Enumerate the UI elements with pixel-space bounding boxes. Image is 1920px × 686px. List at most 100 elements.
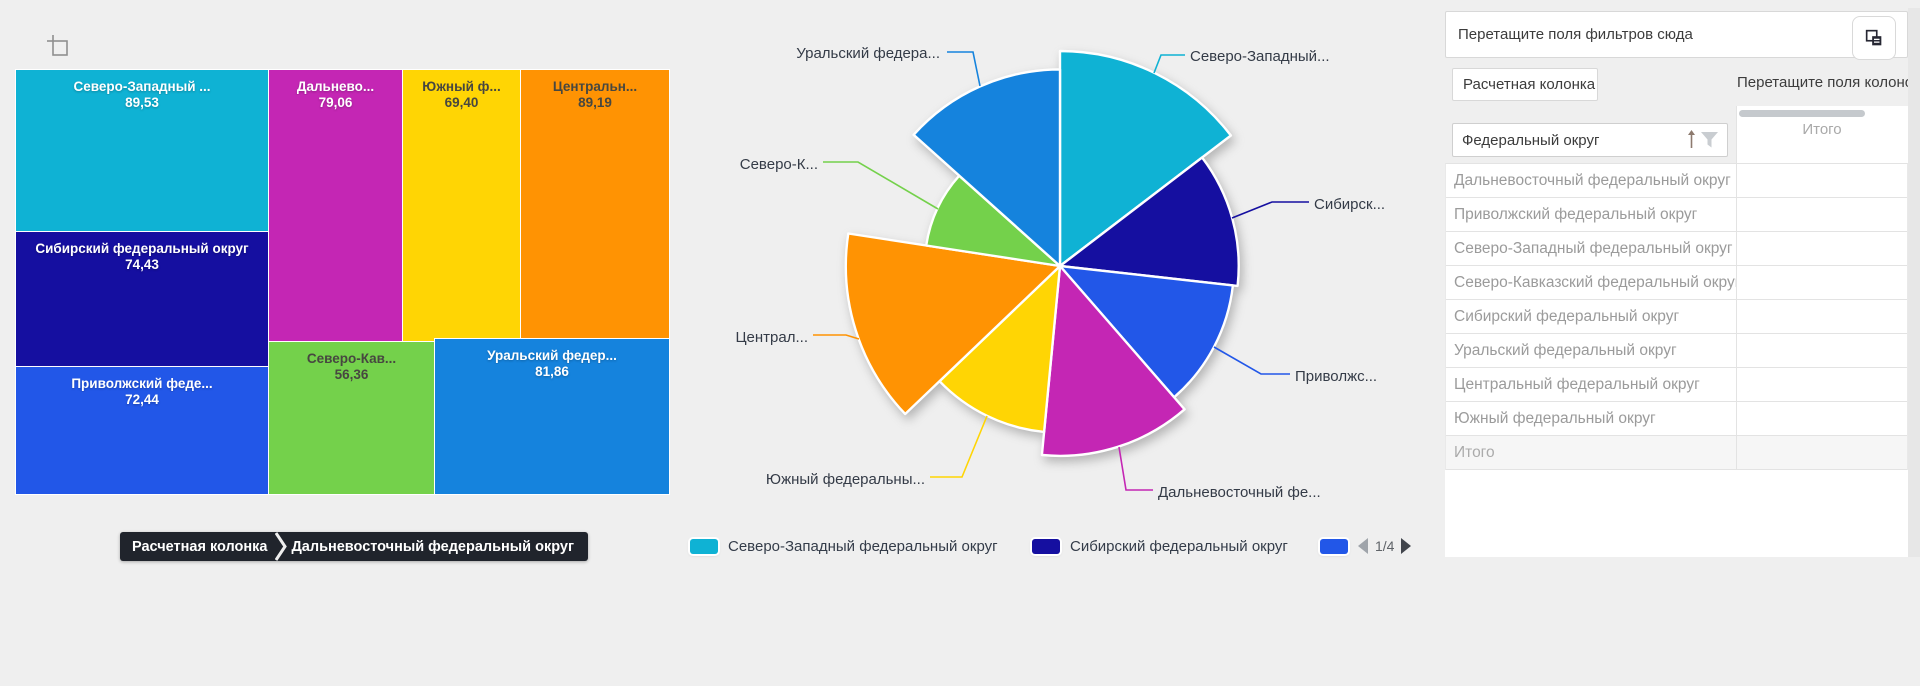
treemap-cell-value: 69,40 [444, 95, 479, 110]
treemap-cell-value: 81,86 [535, 364, 569, 379]
treemap-cell-label: Дальнево... [296, 79, 375, 94]
pivot-row: Северо-Западный федеральный округ [1446, 232, 1907, 266]
pie-slice-priv[interactable] [1058, 264, 1235, 399]
legend-swatch-szap [690, 538, 718, 554]
tooltip-measure: Расчетная колонка [132, 538, 268, 555]
pie-callout-line-ural [947, 51, 981, 87]
pivot-row: Северо-Кавказский федеральный округ [1446, 266, 1907, 300]
legend-prev-icon[interactable] [1358, 538, 1368, 554]
pivot-row-label: Южный федеральный округ [1446, 402, 1737, 435]
copy-icon [1865, 29, 1882, 46]
treemap-cell-value: 56,36 [334, 367, 369, 382]
pie-callout-line-priv [1213, 346, 1290, 375]
pivot-row-label: Северо-Западный федеральный округ [1446, 232, 1737, 265]
pie-slice-centr[interactable] [844, 232, 1062, 416]
pivot-row-total-cell [1737, 266, 1907, 299]
field-label: Федеральный округ [1462, 131, 1600, 149]
copy-button[interactable] [1852, 16, 1896, 60]
legend-page-indicator: 1/4 [1375, 538, 1395, 554]
pie-label-szap: Северо-Западный... [1190, 48, 1330, 65]
treemap-cell-value: 79,06 [318, 95, 353, 110]
treemap-cell-value: 74,43 [125, 257, 159, 272]
legend-label: Сибирский федеральный округ [1070, 537, 1288, 555]
legend-pager: 1/4 [1358, 537, 1412, 555]
pivot-row-label: Уральский федеральный округ [1446, 334, 1737, 367]
treemap-cell-yuzh[interactable]: Южный ф... 69,40 [402, 69, 521, 342]
legend-item-szap[interactable]: Северо-Западный федеральный округ [690, 537, 998, 555]
pivot-row-total-cell [1737, 300, 1907, 333]
row-field-chip-label: Расчетная колонка [1463, 76, 1596, 93]
treemap-cell-value: 72,44 [125, 392, 159, 407]
vertical-scrollbar-track[interactable] [1908, 8, 1920, 557]
pie-label-sib: Сибирск... [1314, 196, 1385, 213]
pie-callout-line-szap [1153, 54, 1185, 74]
pie-callout-line-centr [813, 334, 860, 340]
pivot-row-total-cell [1737, 232, 1907, 265]
pie-label-priv: Приволжс... [1295, 368, 1377, 385]
pie-callout-line-sib [1231, 201, 1309, 219]
legend-swatch-priv [1320, 538, 1348, 554]
legend-item-sib[interactable]: Сибирский федеральный округ [1032, 537, 1288, 555]
pivot-row-label: Приволжский федеральный округ [1446, 198, 1737, 231]
pivot-row-total-cell [1737, 368, 1907, 401]
pivot-row: Южный федеральный округ [1446, 402, 1907, 436]
pie-callout-line-dv [1118, 446, 1153, 491]
pivot-row: Уральский федеральный округ [1446, 334, 1907, 368]
pie-label-ural: Уральский федера... [796, 45, 940, 62]
treemap-cell-centr[interactable]: Центральн... 89,19 [520, 69, 670, 339]
treemap-cell-label: Южный ф... [422, 79, 501, 94]
pie-slice-yuzh[interactable] [938, 264, 1062, 434]
treemap-tooltip: Расчетная колонка Дальневосточный федера… [120, 532, 589, 561]
legend-swatch-sib [1032, 538, 1060, 554]
pivot-row: Приволжский федеральный округ [1446, 198, 1907, 232]
treemap-cell-value: 89,19 [578, 95, 612, 110]
treemap-cell-priv[interactable]: Приволжский феде... 72,44 [15, 366, 269, 495]
pivot-row-label: Дальневосточный федеральный округ [1446, 164, 1737, 197]
treemap-cell-label: Центральн... [552, 79, 638, 94]
treemap-cell-ural[interactable]: Уральский федер... 81,86 [434, 338, 670, 495]
treemap-cell-sib[interactable]: Сибирский федеральный округ 74,43 [15, 231, 269, 367]
chevron-right-icon [275, 532, 288, 561]
legend-next-icon[interactable] [1401, 538, 1412, 554]
crop-icon[interactable] [44, 32, 74, 60]
pivot-row-total-cell [1737, 402, 1907, 435]
pivot-row-label: Итого [1446, 436, 1737, 469]
sort-ascending-icon[interactable] [1686, 129, 1697, 151]
pie-slice-dv[interactable] [1040, 264, 1186, 458]
field-federal-district[interactable]: Федеральный округ [1452, 123, 1728, 157]
filter-funnel-icon[interactable] [1700, 131, 1719, 149]
treemap-cell-label: Приволжский феде... [71, 376, 213, 391]
table-empty-area [1445, 470, 1908, 557]
total-column-header: Итого [1802, 121, 1842, 138]
legend-item-priv[interactable] [1320, 537, 1348, 555]
pivot-row-total-cell [1737, 198, 1907, 231]
legend-label: Северо-Западный федеральный округ [728, 537, 998, 555]
columns-dropzone[interactable]: Перетащите поля колоно [1737, 74, 1908, 96]
treemap-cell-dv[interactable]: Дальнево... 79,06 [268, 69, 403, 342]
pie-label-dv: Дальневосточный фе... [1158, 484, 1321, 501]
pivot-row-total-cell [1737, 334, 1907, 367]
pivot-row-label: Сибирский федеральный округ [1446, 300, 1737, 333]
pivot-row-total-cell [1737, 436, 1907, 469]
treemap-cell-szap[interactable]: Северо-Западный ... 89,53 [15, 69, 269, 232]
pie-label-yuzh: Южный федеральны... [766, 471, 925, 488]
treemap-cell-label: Уральский федер... [487, 348, 617, 363]
row-field-chip[interactable]: Расчетная колонка [1452, 68, 1598, 101]
treemap-chart: Северо-Западный ... 89,53 Сибирский федера… [15, 69, 670, 495]
treemap-cell-label: Северо-Кав... [306, 351, 397, 366]
filters-dropzone-label: Перетащите поля фильтров сюда [1458, 26, 1693, 43]
pie-slice-ural[interactable] [912, 68, 1062, 268]
horizontal-scrollbar[interactable] [1739, 110, 1865, 117]
pivot-total-row: Итого [1446, 436, 1907, 470]
filters-dropzone[interactable]: Перетащите поля фильтров сюда [1445, 11, 1908, 58]
pie-chart: Уральский федера... Северо-Западный... Сиб… [735, 45, 1385, 501]
pie-callout-line-yuzh [930, 415, 988, 478]
pivot-row: Сибирский федеральный округ [1446, 300, 1907, 334]
treemap-cell-value: 89,53 [125, 95, 159, 110]
pie-callout-line-skav [823, 161, 939, 210]
pivot-table-body: Дальневосточный федеральный округ Приволж… [1445, 163, 1908, 470]
pie-label-skav: Северо-К... [740, 156, 818, 173]
treemap-cell-skav[interactable]: Северо-Кав... 56,36 [268, 341, 435, 495]
pie-slice-szap[interactable] [1058, 49, 1233, 268]
tooltip-category: Дальневосточный федеральный округ [291, 538, 575, 555]
